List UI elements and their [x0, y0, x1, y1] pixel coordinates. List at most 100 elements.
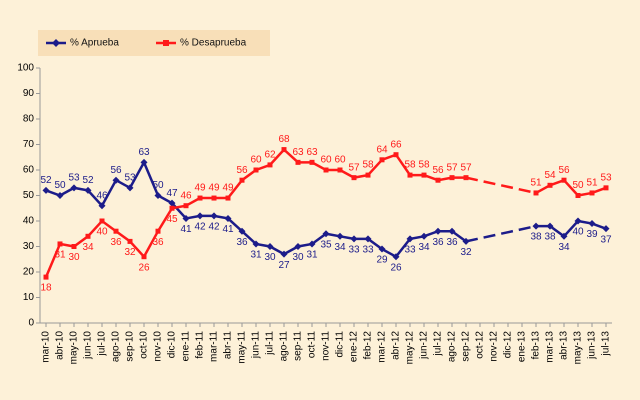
point [169, 205, 175, 211]
x-tick-label: ene-13 [517, 331, 528, 363]
data-label: 18 [40, 283, 52, 294]
data-label: 53 [600, 172, 612, 183]
data-label: 58 [418, 160, 430, 171]
data-label: 57 [446, 162, 458, 173]
data-label: 32 [460, 247, 472, 258]
data-label: 31 [54, 250, 66, 261]
gap-connector [465, 224, 537, 243]
y-tick-label: 40 [23, 216, 35, 227]
data-label: 42 [194, 222, 206, 233]
data-label: 38 [530, 232, 542, 243]
data-label: 57 [460, 162, 472, 173]
point [603, 185, 609, 191]
point [224, 214, 232, 222]
x-tick-label: abr-12 [391, 331, 402, 360]
point [308, 240, 316, 248]
data-label: 50 [54, 180, 66, 191]
point [140, 158, 148, 166]
point [155, 228, 161, 234]
x-tick-label: may-12 [405, 331, 416, 365]
data-label: 56 [236, 165, 248, 176]
point [267, 162, 273, 168]
point [113, 228, 119, 234]
data-label: 40 [96, 227, 108, 238]
x-tick-label: jun-11 [251, 331, 262, 359]
legend-marker [163, 40, 169, 46]
point [323, 167, 329, 173]
data-label: 32 [124, 247, 136, 258]
legend-marker [52, 39, 60, 47]
point [561, 177, 567, 183]
x-tick-label: ago-10 [111, 331, 122, 363]
x-tick-label: may-11 [237, 331, 248, 364]
point [197, 195, 203, 201]
y-tick-label: 70 [23, 139, 35, 150]
point [266, 243, 274, 250]
y-tick-label: 90 [23, 88, 35, 99]
data-label: 53 [68, 172, 80, 183]
data-label: 63 [138, 147, 150, 158]
point [574, 217, 582, 225]
point [449, 175, 455, 181]
data-label: 53 [124, 172, 136, 183]
data-label: 41 [222, 224, 234, 235]
x-tick-label: abr-10 [55, 331, 66, 360]
point [560, 232, 568, 240]
data-label: 34 [334, 242, 346, 253]
x-tick-label: sep-12 [461, 331, 472, 362]
point [127, 238, 133, 244]
data-label: 63 [292, 147, 304, 158]
point [56, 192, 64, 199]
point [434, 227, 442, 235]
data-label: 41 [180, 224, 192, 235]
point [182, 214, 190, 222]
point [462, 237, 470, 245]
point [238, 227, 246, 235]
data-label: 60 [320, 155, 332, 166]
legend-label: % Desaprueba [180, 38, 247, 49]
x-tick-label: dic-12 [503, 331, 514, 359]
point [337, 167, 343, 173]
data-label: 34 [558, 242, 570, 253]
data-label: 35 [320, 239, 332, 250]
point [43, 274, 49, 280]
data-label: 49 [208, 183, 220, 194]
point [602, 225, 610, 233]
data-label: 30 [292, 252, 304, 263]
point [420, 232, 428, 240]
data-label: 56 [432, 165, 444, 176]
point [126, 184, 134, 192]
y-tick-label: 0 [28, 318, 34, 329]
x-tick-label: feb-13 [531, 331, 542, 360]
point [575, 193, 581, 198]
x-tick-label: nov-11 [321, 331, 332, 361]
x-tick-label: nov-12 [489, 331, 500, 362]
data-label: 52 [82, 175, 94, 186]
point [239, 177, 245, 183]
data-label: 45 [166, 214, 178, 225]
data-label: 33 [362, 244, 374, 255]
x-tick-label: feb-11 [195, 331, 206, 359]
point [365, 172, 371, 178]
data-label: 46 [180, 190, 192, 201]
x-tick-label: ene-12 [349, 331, 360, 363]
data-label: 58 [404, 160, 416, 171]
data-label: 33 [404, 244, 416, 255]
point [112, 176, 120, 184]
x-tick-label: ago-12 [447, 331, 458, 363]
point [252, 240, 260, 248]
x-tick-label: jul-13 [601, 331, 612, 357]
data-label: 39 [586, 229, 598, 240]
x-tick-label: ene-11 [181, 331, 192, 362]
gap-connector [465, 176, 537, 195]
point [280, 250, 288, 258]
point [351, 175, 357, 181]
point [70, 184, 78, 192]
data-label: 30 [264, 252, 276, 263]
x-tick-label: jul-11 [265, 331, 276, 356]
x-tick-label: jul-12 [433, 331, 444, 357]
point [547, 182, 553, 188]
data-label: 46 [96, 190, 108, 201]
x-tick-label: nov-10 [153, 331, 164, 362]
data-label: 26 [138, 262, 150, 273]
